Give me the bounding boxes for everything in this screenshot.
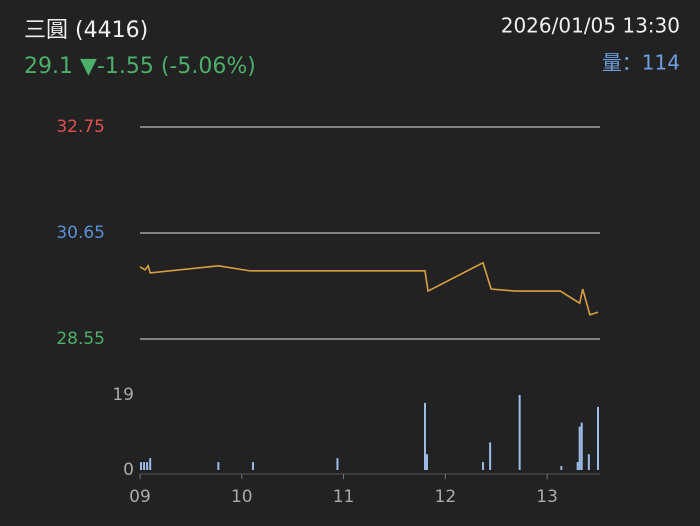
volume-bar (597, 406, 599, 470)
x-tick-label: 12 (435, 487, 457, 507)
volume-bar (143, 462, 146, 470)
volume-bar (251, 462, 254, 470)
volume-bar (576, 462, 579, 470)
y-tick-label: 28.55 (56, 329, 105, 349)
volume-bar (426, 454, 429, 470)
y-tick-label: 32.75 (56, 117, 105, 137)
datetime: 2026/01/05 13:30 (501, 14, 680, 38)
volume-bar (587, 454, 590, 470)
volume-bar (336, 458, 339, 470)
x-tick-label: 10 (231, 487, 253, 507)
volume-bar (518, 395, 521, 470)
x-tick-label: 11 (333, 487, 355, 507)
volume-bar (149, 458, 152, 470)
volume-bar (146, 462, 149, 470)
volume-bar (217, 462, 220, 470)
volume-bar (481, 462, 484, 470)
price-line (139, 261, 599, 316)
volume-bar (560, 466, 563, 470)
volume-bar (140, 462, 143, 470)
x-tick-label: 13 (536, 487, 558, 507)
volume-total: 量：114 (602, 51, 680, 75)
volume-bar (580, 422, 583, 470)
volume-bar (423, 402, 426, 470)
volume-bar (578, 426, 581, 470)
volume-bar (489, 442, 492, 470)
y-tick-label: 0 (123, 460, 134, 480)
y-tick-label: 19 (112, 385, 134, 405)
stock-title: 三圓 (4416) (24, 18, 148, 43)
price-change: 29.1 ▼-1.55 (-5.06%) (24, 54, 256, 79)
x-tick-label: 09 (129, 487, 151, 507)
y-tick-label: 30.65 (56, 223, 105, 243)
